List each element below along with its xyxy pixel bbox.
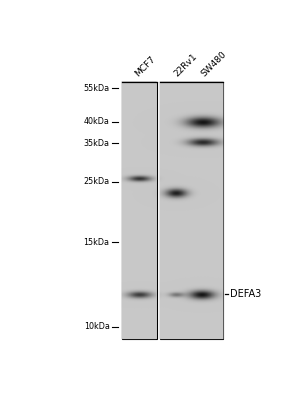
Text: 10kDa: 10kDa: [84, 322, 110, 331]
Text: 55kDa: 55kDa: [84, 84, 110, 92]
Bar: [122, 82, 157, 339]
Text: 35kDa: 35kDa: [84, 139, 110, 148]
Text: 40kDa: 40kDa: [84, 118, 110, 126]
Text: MCF7: MCF7: [133, 55, 157, 79]
Text: DEFA3: DEFA3: [230, 290, 262, 299]
Text: 15kDa: 15kDa: [84, 238, 110, 246]
Text: 22Rv1: 22Rv1: [173, 52, 199, 79]
Bar: [160, 82, 223, 339]
Text: SW480: SW480: [199, 50, 228, 79]
Text: 25kDa: 25kDa: [84, 178, 110, 186]
